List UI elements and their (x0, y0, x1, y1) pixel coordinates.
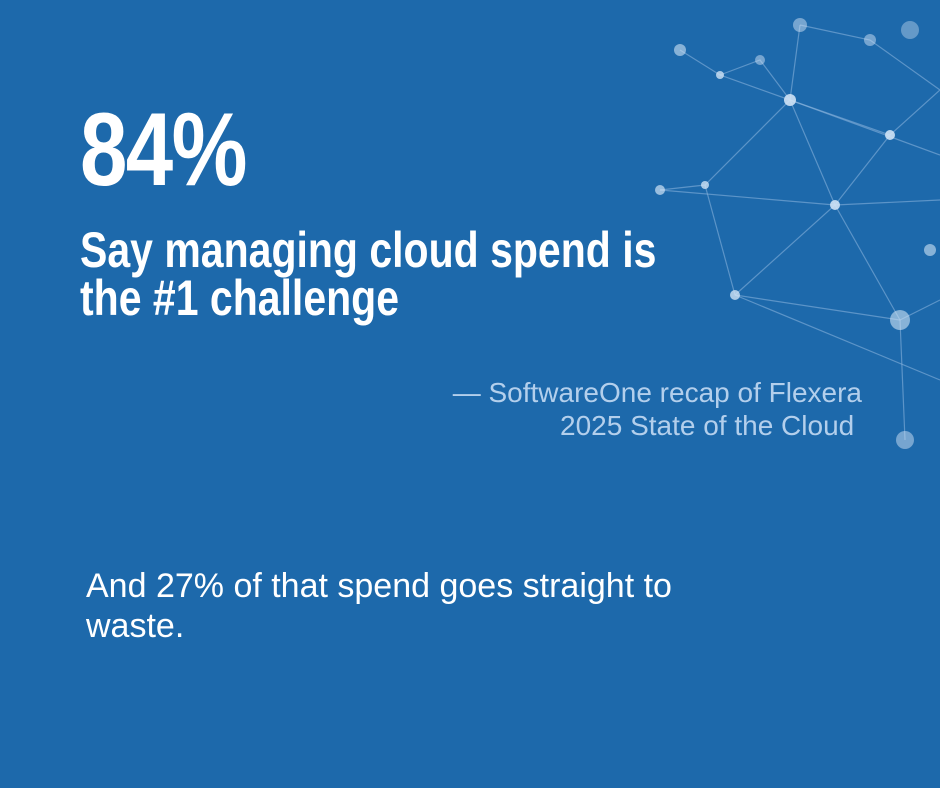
source-line: — SoftwareOne recap of Flexera (452, 377, 862, 408)
stat: 84% (80, 92, 247, 208)
body-line: And 27% of that spend goes straight to (86, 567, 672, 605)
headline-line: the #1 challenge (80, 270, 400, 326)
headline: Say managing cloud spend is the #1 chall… (80, 222, 657, 326)
headline-line: Say managing cloud spend is (80, 222, 657, 278)
body-text: And 27% of that spend goes straight to w… (86, 566, 672, 646)
source: — SoftwareOne recap of Flexera 2025 Stat… (453, 376, 862, 442)
body-line: waste. (86, 607, 185, 645)
source-line: 2025 State of the Cloud (560, 410, 862, 441)
